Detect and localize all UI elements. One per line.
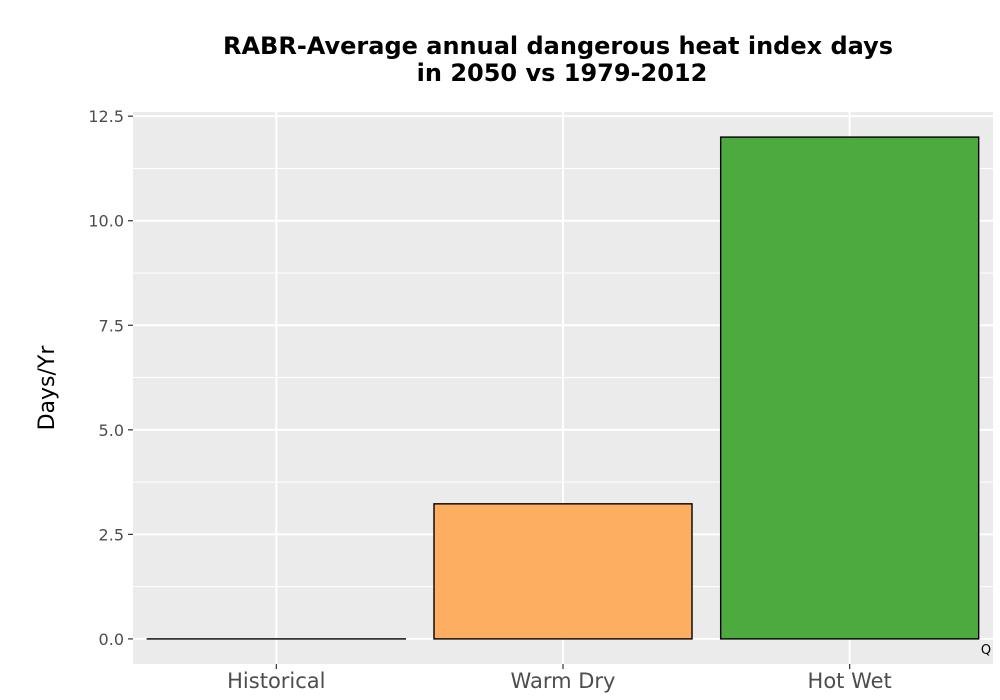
y-tick-label: 10.0 [88, 212, 124, 231]
bar-hot-wet [719, 136, 980, 640]
y-tick-label: 0.0 [99, 630, 124, 649]
y-tick-label: 7.5 [99, 316, 124, 335]
y-tick-label: 12.5 [88, 107, 124, 126]
y-axis-label: Days/Yr [35, 345, 60, 431]
corner-note: Q [981, 643, 991, 658]
x-tick-label: Warm Dry [511, 669, 616, 693]
x-tick-label: Hot Wet [808, 669, 892, 693]
chart-title: RABR-Average annual dangerous heat index… [223, 32, 893, 60]
bars [146, 136, 980, 640]
y-tick-label: 5.0 [99, 421, 124, 440]
x-axis-ticks: Historical Warm Dry Hot Wet [227, 664, 892, 693]
bar-warm-dry [433, 503, 693, 640]
y-axis-ticks: 0.0 2.5 5.0 7.5 10.0 12.5 [88, 107, 133, 649]
x-tick-label: Historical [227, 669, 325, 693]
chart-subtitle: in 2050 vs 1979-2012 [417, 59, 708, 87]
y-tick-label: 2.5 [99, 525, 124, 544]
